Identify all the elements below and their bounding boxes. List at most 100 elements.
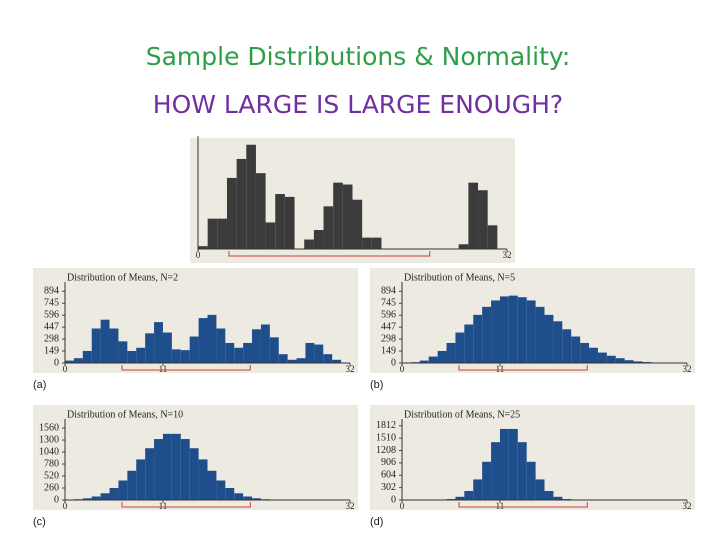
y-tick-label: 780 xyxy=(44,458,59,469)
histogram-bar xyxy=(252,498,261,500)
histogram-bar xyxy=(252,329,261,363)
histogram-bar xyxy=(508,295,518,363)
y-tick-label: 0 xyxy=(391,357,396,368)
y-tick-label: 0 xyxy=(54,494,59,505)
histogram-bar xyxy=(535,306,545,363)
histogram-bar xyxy=(553,496,563,500)
histogram-bar xyxy=(491,300,500,363)
range-bracket xyxy=(228,251,431,257)
x-tick-label: 11 xyxy=(159,364,168,374)
histogram-bar xyxy=(216,328,226,363)
histogram-bar xyxy=(82,350,92,363)
histogram-bar xyxy=(544,314,554,363)
histogram-bar xyxy=(473,314,483,363)
y-tick-label: 302 xyxy=(381,482,396,493)
y-tick-label: 447 xyxy=(44,321,59,332)
range-bracket xyxy=(458,365,588,371)
y-tick-label: 596 xyxy=(381,309,396,320)
histogram-bar xyxy=(597,352,607,363)
histogram-bar xyxy=(136,347,146,363)
histogram-bar xyxy=(458,244,469,249)
histogram-bar xyxy=(198,459,208,500)
histogram-bar xyxy=(225,342,235,363)
y-tick-label: 604 xyxy=(381,470,396,481)
histogram-bar xyxy=(508,428,518,500)
y-tick-label: 149 xyxy=(44,345,59,356)
histogram-bar xyxy=(145,448,155,500)
histogram-bar xyxy=(260,324,270,363)
histogram-bar xyxy=(296,358,306,363)
y-tick-label: 1510 xyxy=(376,432,396,443)
y-tick-label: 520 xyxy=(44,470,59,481)
histogram-bar xyxy=(362,237,372,249)
histogram-bar xyxy=(100,493,110,500)
x-tick-label: 0 xyxy=(196,250,201,260)
y-tick-label: 298 xyxy=(381,333,396,344)
histogram-bar xyxy=(499,428,509,500)
x-tick-label: 0 xyxy=(63,501,68,511)
y-tick-label: 1300 xyxy=(39,434,59,445)
histogram-bar xyxy=(305,342,315,363)
x-tick-label: 0 xyxy=(400,364,405,374)
histogram-bar xyxy=(468,182,479,249)
histogram-bar xyxy=(91,328,101,363)
histogram-bar xyxy=(217,218,227,249)
histogram-bar xyxy=(154,322,163,363)
histogram-bar xyxy=(342,184,353,249)
histogram-bar xyxy=(243,496,253,500)
x-tick-label: 32 xyxy=(503,250,512,260)
x-tick-label: 32 xyxy=(346,501,355,511)
histogram-bar xyxy=(589,347,598,363)
histogram-bar xyxy=(571,336,581,363)
histogram-bar xyxy=(419,360,429,363)
histogram-bar xyxy=(491,442,500,500)
histogram-bar xyxy=(162,332,172,363)
histogram-bar xyxy=(207,314,217,363)
histogram-bar xyxy=(352,199,363,249)
histogram-bar xyxy=(446,342,456,363)
histogram-bar xyxy=(333,182,343,249)
y-tick-label: 906 xyxy=(381,457,396,468)
x-tick-label: 0 xyxy=(400,501,405,511)
y-tick-label: 0 xyxy=(54,357,59,368)
panel-label: (a) xyxy=(33,379,46,391)
histogram-bar xyxy=(91,496,101,500)
histogram-bar xyxy=(284,196,295,249)
histogram-bar xyxy=(207,218,218,249)
y-tick-label: 0 xyxy=(391,494,396,505)
histogram-bar xyxy=(278,354,288,363)
chart-title: Distribution of Means, N=2 xyxy=(67,272,178,283)
slide-subtitle: HOW LARGE IS LARGE ENOUGH? xyxy=(153,90,563,119)
histogram-bar xyxy=(562,329,572,363)
histogram-bar xyxy=(269,337,279,363)
histogram-bar xyxy=(517,442,527,500)
panel-label: (b) xyxy=(370,379,383,391)
histogram-bar xyxy=(234,493,244,500)
histogram-bar xyxy=(332,359,342,363)
y-tick-label: 894 xyxy=(381,286,396,297)
histogram-bar xyxy=(255,173,266,249)
y-tick-label: 596 xyxy=(44,309,59,320)
histogram-bar xyxy=(243,342,253,363)
histogram-bar xyxy=(517,297,527,363)
histogram-bar xyxy=(136,459,146,500)
histogram-bar xyxy=(499,296,509,363)
histogram-bar xyxy=(171,433,181,500)
histogram-bar xyxy=(226,177,237,249)
panel-label: (c) xyxy=(33,516,46,528)
histogram-bar xyxy=(109,328,119,363)
range-bracket xyxy=(121,365,251,371)
slide-title: Sample Distributions & Normality: xyxy=(146,42,571,71)
histogram-bar xyxy=(236,158,247,249)
y-tick-label: 1812 xyxy=(376,420,396,431)
x-tick-label: 11 xyxy=(496,501,505,511)
histogram-bar xyxy=(225,488,235,500)
histogram-bar xyxy=(455,496,465,500)
histogram-bar xyxy=(189,448,199,500)
y-tick-label: 298 xyxy=(44,333,59,344)
histogram-bar xyxy=(535,479,545,500)
y-tick-label: 1208 xyxy=(376,445,396,456)
histogram-bar xyxy=(633,361,643,363)
y-tick-label: 745 xyxy=(44,298,59,309)
histogram-bar xyxy=(198,246,208,249)
